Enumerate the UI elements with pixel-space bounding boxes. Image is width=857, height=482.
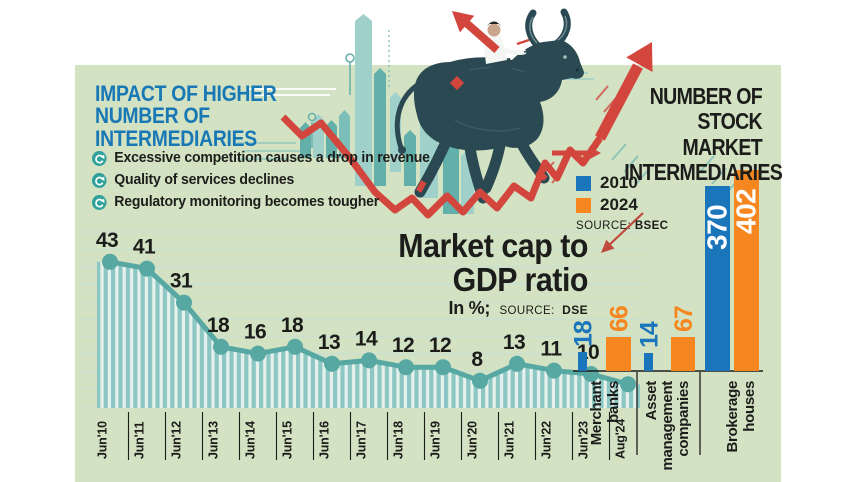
- x-axis-label: Jun'20: [466, 421, 480, 459]
- x-axis-label: Jun'19: [429, 421, 443, 459]
- data-point-marker: [546, 362, 562, 379]
- legend-label: 2024: [600, 195, 638, 214]
- category-label: Asset: [643, 381, 660, 421]
- bar-2024: [671, 337, 695, 371]
- bar-2010: [578, 352, 587, 371]
- x-axis-label: Jun'21: [503, 421, 517, 459]
- bullet-text: Regulatory monitoring becomes tougher: [114, 194, 380, 210]
- x-axis-label: Jun'14: [244, 421, 258, 459]
- bar-value: 402: [731, 189, 762, 234]
- x-axis-label: Jun'23: [577, 421, 591, 459]
- impact-heading: IMPACT OF HIGHER NUMBER OF INTERMEDIARIE…: [95, 81, 277, 151]
- legend-swatch-2024: [576, 197, 591, 213]
- x-axis-label: Jun'11: [133, 422, 147, 459]
- unit-label: In %;: [448, 298, 491, 318]
- circular-arrow-icon: [92, 194, 107, 210]
- legend-swatch-2010: [576, 175, 591, 191]
- bull-with-rider-illustration: [394, 8, 584, 204]
- source-prefix: SOURCE:: [499, 305, 555, 317]
- legend-label: 2010: [600, 173, 638, 192]
- bar-2010: [705, 186, 730, 371]
- stock-trend-arrow: [280, 11, 653, 253]
- data-point-value: 11: [540, 338, 562, 361]
- data-point-marker: [139, 260, 155, 277]
- data-point-value: 18: [207, 314, 230, 337]
- data-point-value: 13: [503, 331, 525, 354]
- bullet-item: Regulatory monitoring becomes tougher: [92, 191, 430, 213]
- data-point-value: 16: [244, 321, 266, 344]
- legend-item-2010: 2010: [576, 172, 668, 194]
- data-point-value: 31: [170, 270, 193, 293]
- category-label: management: [659, 381, 676, 471]
- category-label: Merchant: [588, 381, 605, 446]
- data-point-marker: [324, 355, 340, 372]
- data-point-marker: [509, 355, 525, 372]
- bar-value: 18: [570, 320, 598, 347]
- data-point-marker: [176, 294, 192, 311]
- source-name: BSEC: [634, 220, 669, 232]
- category-label: houses: [741, 381, 758, 432]
- data-point-value: 8: [471, 348, 483, 371]
- x-axis-label: Jun'16: [318, 421, 332, 459]
- data-point-value: 18: [281, 314, 304, 337]
- data-point-value: 12: [392, 334, 414, 357]
- data-point-marker: [620, 376, 636, 393]
- bar-2010: [644, 353, 653, 371]
- data-point-marker: [398, 359, 414, 376]
- line-chart-x-axis: Jun'10 Jun'11 Jun'12 Jun'13 Jun'14 Jun'15 Jun'…: [96, 412, 628, 460]
- bar-value: 370: [702, 205, 733, 250]
- data-point-marker: [287, 338, 303, 355]
- x-axis-label: Jun'10: [96, 421, 110, 459]
- data-point-marker: [213, 338, 229, 355]
- bar-2024: [606, 337, 631, 371]
- bullet-item: Excessive competition causes a drop in r…: [92, 147, 430, 169]
- category-label: banks: [605, 381, 622, 423]
- category-label: companies: [675, 381, 692, 457]
- data-point-marker: [102, 253, 118, 270]
- data-point-value: 13: [318, 331, 340, 354]
- x-axis-label: Jun'17: [355, 421, 369, 459]
- data-point-value: 12: [429, 334, 451, 357]
- circular-arrow-icon: [92, 172, 107, 188]
- bullet-item: Quality of services declines: [92, 169, 430, 191]
- source-name: DSE: [562, 303, 588, 317]
- bar-2024: [734, 170, 759, 371]
- x-axis-label: Jun'12: [170, 421, 184, 459]
- bar-value: 14: [636, 321, 664, 348]
- line-chart-subtitle: In %; SOURCE: DSE: [340, 298, 588, 319]
- bar-chart-legend: 2010 2024 SOURCE: BSEC: [576, 172, 668, 232]
- source-prefix: SOURCE:: [576, 220, 632, 232]
- bar-chart-source: SOURCE: BSEC: [576, 220, 668, 232]
- bullet-text: Quality of services declines: [114, 172, 295, 188]
- line-chart-title: Market cap to GDP ratio: [398, 227, 588, 298]
- legend-item-2024: 2024: [576, 194, 668, 216]
- bar-value: 67: [670, 306, 698, 332]
- data-point-value: 14: [355, 327, 378, 350]
- data-point-value: 41: [133, 236, 156, 259]
- circular-arrow-icon: [92, 150, 107, 166]
- bar-chart-heading: NUMBER OF STOCK MARKET INTERMEDIARIES: [624, 83, 783, 185]
- data-point-marker: [250, 345, 266, 362]
- x-axis-label: Jun'22: [540, 421, 554, 459]
- x-axis-label: Aug'24: [614, 419, 628, 459]
- data-point-marker: [361, 352, 377, 369]
- impact-bullet-list: Excessive competition causes a drop in r…: [92, 147, 430, 213]
- bar-value: 66: [606, 306, 634, 332]
- market-cap-line-chart: 4341311816181314121281311107: [96, 229, 640, 408]
- category-label: Brokerage: [724, 381, 741, 453]
- data-point-marker: [435, 359, 451, 376]
- x-axis-label: Jun'15: [281, 421, 295, 459]
- x-axis-label: Jun'13: [207, 421, 221, 459]
- x-axis-label: Jun'18: [392, 421, 406, 459]
- data-point-marker: [472, 372, 488, 389]
- data-point-value: 43: [96, 229, 118, 252]
- bullet-text: Excessive competition causes a drop in r…: [114, 150, 430, 166]
